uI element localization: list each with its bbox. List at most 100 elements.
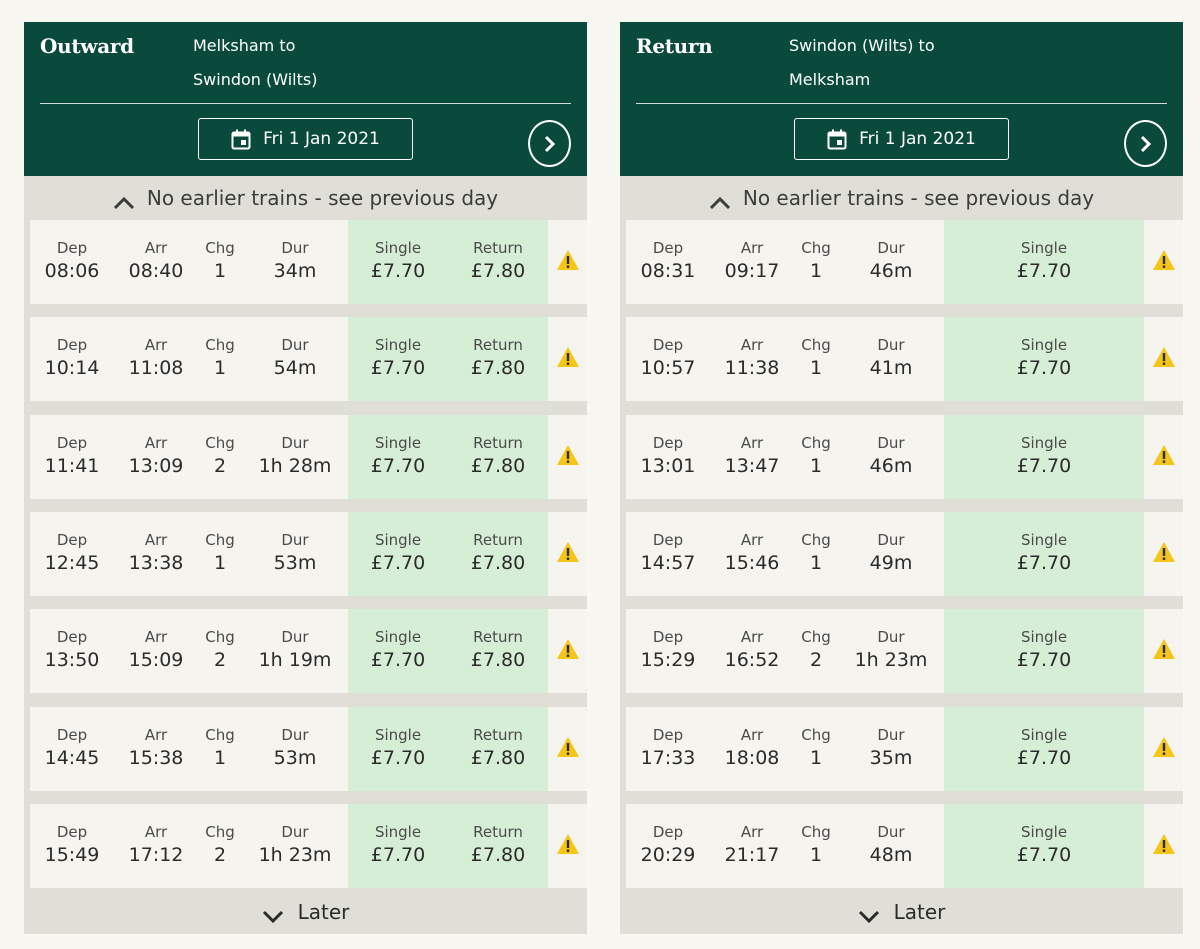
journey-row[interactable]: Dep 10:57 Arr 11:38 Chg 1 Dur 41m Single £7.70 xyxy=(626,317,1183,402)
warning-icon[interactable] xyxy=(1152,833,1176,855)
changes-label: Chg xyxy=(205,336,235,355)
journey-row[interactable]: Dep 08:06 Arr 08:40 Chg 1 Dur 34m Single £7.70 Ret… xyxy=(30,220,587,304)
journey-row[interactable]: Dep 12:45 Arr 13:38 Chg 1 Dur 53m Single £7.70 Ret… xyxy=(30,511,587,596)
journey-row[interactable]: Dep 14:57 Arr 15:46 Chg 1 Dur 49m Single £7.70 xyxy=(626,511,1183,596)
return-earlier-trains[interactable]: No earlier trains - see previous day xyxy=(620,176,1183,220)
warning-icon[interactable] xyxy=(556,638,580,660)
warning-icon[interactable] xyxy=(556,444,580,466)
journey-row[interactable]: Dep 14:45 Arr 15:38 Chg 1 Dur 53m Single £7.70 Ret… xyxy=(30,706,587,791)
warning-icon[interactable] xyxy=(1152,736,1176,758)
journey-row[interactable]: Dep 08:31 Arr 09:17 Chg 1 Dur 46m Single £7.70 xyxy=(626,220,1183,304)
single-fare[interactable]: Single £7.70 xyxy=(348,317,448,401)
departure-time-value: 13:01 xyxy=(640,454,696,477)
single-fare[interactable]: Single £7.70 xyxy=(348,707,448,791)
arrival-time-label: Arr xyxy=(144,336,168,355)
arrival-time-value: 13:47 xyxy=(724,454,780,477)
departure-time-value: 10:14 xyxy=(44,357,100,380)
changes: Chg 1 xyxy=(794,707,838,791)
earlier-trains-label: No earlier trains - see previous day xyxy=(742,186,1095,210)
return-next-day-button[interactable] xyxy=(1124,120,1167,167)
return-fare[interactable]: Return £7.80 xyxy=(448,512,548,596)
return-fare-value: £7.80 xyxy=(470,551,526,574)
return-fare[interactable]: Return £7.80 xyxy=(448,609,548,693)
single-fare-label: Single xyxy=(374,239,422,257)
warning-icon[interactable] xyxy=(1152,444,1176,466)
journey-row[interactable]: Dep 10:14 Arr 11:08 Chg 1 Dur 54m Single £7.70 Ret… xyxy=(30,317,587,402)
arrival-time: Arr 13:47 xyxy=(710,415,794,499)
outward-later-button[interactable]: Later xyxy=(24,890,587,934)
return-fare-value: £7.80 xyxy=(470,357,526,380)
warning-icon[interactable] xyxy=(556,541,580,563)
arrival-time-label: Arr xyxy=(740,822,764,841)
return-route-to: Melksham xyxy=(789,70,871,89)
arrival-time-value: 13:09 xyxy=(128,454,184,477)
journey-row[interactable]: Dep 13:01 Arr 13:47 Chg 1 Dur 46m Single £7.70 xyxy=(626,414,1183,499)
warning-icon[interactable] xyxy=(1152,346,1176,368)
single-fare[interactable]: Single £7.70 xyxy=(944,512,1144,596)
outward-date-label: Fri 1 Jan 2021 xyxy=(263,129,380,149)
warning-icon[interactable] xyxy=(556,833,580,855)
journey-row[interactable]: Dep 15:29 Arr 16:52 Chg 2 Dur 1h 23m Single £7.70 xyxy=(626,609,1183,694)
single-fare-value: £7.70 xyxy=(1016,357,1072,380)
changes-label: Chg xyxy=(801,530,831,549)
arrival-time-label: Arr xyxy=(144,725,168,744)
duration: Dur 49m xyxy=(838,512,944,596)
changes-value: 1 xyxy=(213,357,227,380)
single-fare-value: £7.70 xyxy=(1016,843,1072,866)
single-fare[interactable]: Single £7.70 xyxy=(348,512,448,596)
journey-row[interactable]: Dep 20:29 Arr 21:17 Chg 1 Dur 48m Single £7.70 xyxy=(626,803,1183,888)
outward-date-button[interactable]: Fri 1 Jan 2021 xyxy=(198,118,413,160)
warning-icon[interactable] xyxy=(1152,249,1176,271)
return-date-button[interactable]: Fri 1 Jan 2021 xyxy=(794,118,1009,160)
arrival-time-label: Arr xyxy=(144,433,168,452)
journey-row[interactable]: Dep 17:33 Arr 18:08 Chg 1 Dur 35m Single £7.70 xyxy=(626,706,1183,791)
warning-icon[interactable] xyxy=(1152,541,1176,563)
header-divider xyxy=(40,103,571,104)
departure-time-label: Dep xyxy=(652,239,684,257)
warning-icon[interactable] xyxy=(556,249,580,271)
departure-time-value: 08:31 xyxy=(640,260,696,282)
single-fare[interactable]: Single £7.70 xyxy=(944,317,1144,401)
return-later-button[interactable]: Later xyxy=(620,890,1183,934)
changes-label: Chg xyxy=(205,822,235,841)
return-fare[interactable]: Return £7.80 xyxy=(448,317,548,401)
return-fare[interactable]: Return £7.80 xyxy=(448,220,548,304)
fare-options: Single £7.70 xyxy=(944,609,1144,694)
outward-next-day-button[interactable] xyxy=(528,120,571,167)
duration-label: Dur xyxy=(877,239,905,257)
single-fare[interactable]: Single £7.70 xyxy=(944,707,1144,791)
single-fare[interactable]: Single £7.70 xyxy=(944,609,1144,693)
return-header: Return Swindon (Wilts) to Melksham Fri 1… xyxy=(620,22,1183,176)
return-fare[interactable]: Return £7.80 xyxy=(448,415,548,499)
duration-value: 1h 23m xyxy=(854,649,928,672)
single-fare[interactable]: Single £7.70 xyxy=(348,220,448,304)
return-fare[interactable]: Return £7.80 xyxy=(448,804,548,888)
duration-value: 1h 28m xyxy=(258,454,332,477)
single-fare-value: £7.70 xyxy=(370,843,426,866)
single-fare[interactable]: Single £7.70 xyxy=(348,804,448,888)
duration-label: Dur xyxy=(281,239,309,257)
outward-earlier-trains[interactable]: No earlier trains - see previous day xyxy=(24,176,587,220)
departure-time: Dep 10:57 xyxy=(626,317,710,401)
single-fare[interactable]: Single £7.70 xyxy=(944,804,1144,888)
journey-row[interactable]: Dep 11:41 Arr 13:09 Chg 2 Dur 1h 28m Single £7.70… xyxy=(30,414,587,499)
single-fare[interactable]: Single £7.70 xyxy=(348,415,448,499)
changes-value: 2 xyxy=(213,454,227,477)
warning-icon[interactable] xyxy=(1152,638,1176,660)
departure-time-value: 10:57 xyxy=(640,357,696,380)
single-fare[interactable]: Single £7.70 xyxy=(348,609,448,693)
return-fare[interactable]: Return £7.80 xyxy=(448,707,548,791)
return-fare-label: Return xyxy=(473,628,523,647)
arrival-time: Arr 13:38 xyxy=(114,512,198,596)
single-fare[interactable]: Single £7.70 xyxy=(944,415,1144,499)
duration: Dur 46m xyxy=(838,220,944,304)
departure-time-value: 11:41 xyxy=(44,454,100,477)
warning-icon[interactable] xyxy=(556,346,580,368)
chevron-right-icon xyxy=(1140,135,1151,152)
return-route: Swindon (Wilts) to Melksham xyxy=(789,29,1029,97)
journey-row[interactable]: Dep 15:49 Arr 17:12 Chg 2 Dur 1h 23m Single £7.70… xyxy=(30,803,587,888)
single-fare[interactable]: Single £7.70 xyxy=(944,220,1144,304)
warning-icon[interactable] xyxy=(556,736,580,758)
journey-row[interactable]: Dep 13:50 Arr 15:09 Chg 2 Dur 1h 19m Single £7.70… xyxy=(30,609,587,694)
return-fare-label: Return xyxy=(473,239,523,257)
